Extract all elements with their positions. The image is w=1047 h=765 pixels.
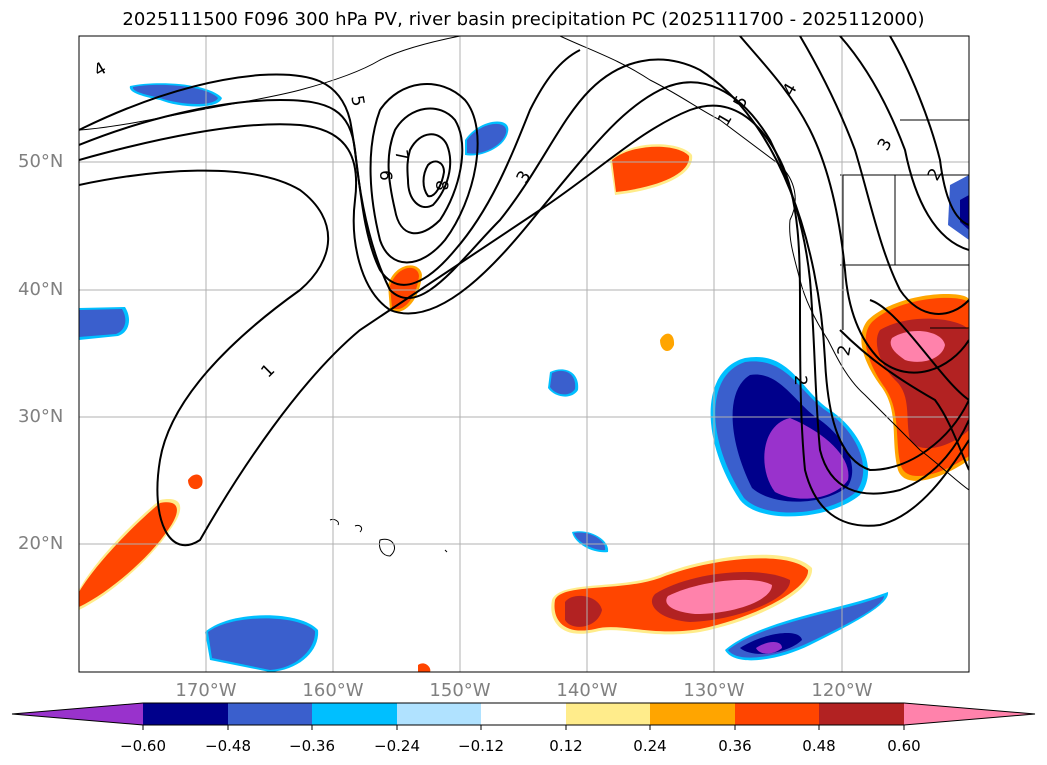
negative-anomaly-northwest [129,83,222,107]
negative-anomaly-small-2 [572,531,609,553]
pv-contour-4 [79,49,581,286]
negative-anomaly-southeast-streak [725,592,889,661]
colorbar-segment [228,703,312,725]
colorbar-tick-label: −0.12 [458,737,504,755]
positive-anomaly-central [388,265,422,312]
colorbar-extend-high [904,703,1035,725]
colorbar-tick-label: 0.48 [802,737,836,755]
lon-label: 140°W [556,680,618,701]
pv-contour-8 [422,160,446,198]
colorbar-ticks [142,725,905,730]
pv-contour-11 [839,36,969,251]
contour-label: 2 [790,375,810,386]
colorbar-segment [397,703,481,725]
lon-label: 130°W [683,680,745,701]
pv-contour-2 [79,81,969,495]
negative-anomaly-small-1 [548,369,579,397]
colorbar-extend-low [12,703,143,725]
positive-anomaly-subtropical-streak [551,554,813,635]
colorbar-tick-label: −0.24 [374,737,420,755]
lat-label: 40°N [18,279,64,300]
colorbar-segment [735,703,819,725]
chart-title: 2025111500 F096 300 hPa PV, river basin … [122,9,925,30]
colorbar [11,702,1036,730]
colorbar-tick-label: 0.12 [549,737,583,755]
colorbar-tick-label: −0.36 [289,737,335,755]
colorbar-segment [650,703,735,725]
contour-label: 8 [431,180,451,191]
lon-label: 120°W [811,680,873,701]
pv-contour-7 [406,133,452,208]
contour-label: 5 [346,94,368,108]
lat-label: 30°N [18,406,64,427]
colorbar-tick-label: −0.60 [120,737,166,755]
contour-label: 6 [375,170,395,181]
pv-contours [79,36,969,547]
coastlines [79,36,969,557]
positive-anomaly-small [418,333,675,672]
lat-label: 50°N [18,151,64,172]
pv-contour-13 [869,299,969,401]
negative-anomaly-south [205,615,319,672]
colorbar-segment [143,703,228,725]
colorbar-tick-label: 0.24 [633,737,667,755]
colorbar-segment [566,703,650,725]
colorbar-segment [819,703,904,725]
gridlines [79,36,969,672]
map-panel [79,36,969,672]
map-frame [78,35,970,673]
pv-contour-10 [799,36,969,315]
pv-contour-3 [79,58,969,472]
lon-label: 150°W [429,680,491,701]
positive-anomaly-west-subtropics [79,474,203,610]
pv-contour-1 [79,104,969,547]
contour-label: 2 [834,344,856,358]
colorbar-tick-label: 0.36 [718,737,752,755]
lat-label: 20°N [18,533,64,554]
pv-contour-6 [387,107,464,235]
negative-anomaly-west-edge [79,307,130,340]
lon-label: 160°W [302,680,364,701]
pv-contour-14 [839,329,969,471]
colorbar-tick-label: 0.60 [887,737,921,755]
colorbar-segment [481,703,566,725]
lon-label: 170°W [175,680,237,701]
positive-anomaly-north-pacific [610,144,693,195]
colorbar-tick-label: −0.48 [205,737,251,755]
pv-contour-5 [369,83,479,264]
pv-contour-9 [739,36,969,374]
colorbar-segment [312,703,397,725]
pv-contour-12 [889,36,969,226]
contour-label: 7 [390,148,412,162]
negative-anomaly-off-california [710,356,869,517]
